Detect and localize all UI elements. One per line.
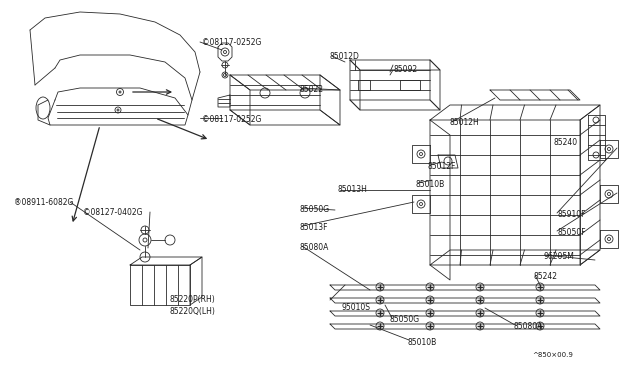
Text: 85012F: 85012F <box>428 162 456 171</box>
Text: 85012H: 85012H <box>450 118 480 127</box>
Text: 85220Q(LH): 85220Q(LH) <box>170 307 216 316</box>
Text: 85242: 85242 <box>533 272 557 281</box>
Text: 85080A: 85080A <box>514 322 543 331</box>
Text: 85220P(RH): 85220P(RH) <box>170 295 216 304</box>
Text: 85012D: 85012D <box>330 52 360 61</box>
Text: 85910F: 85910F <box>557 210 586 219</box>
Text: 85050F: 85050F <box>557 228 586 237</box>
Text: 85080A: 85080A <box>300 243 330 252</box>
Text: ©08127-0402G: ©08127-0402G <box>83 208 143 217</box>
Text: 85010B: 85010B <box>407 338 436 347</box>
Text: 85050G: 85050G <box>300 205 330 214</box>
Text: 95010S: 95010S <box>342 303 371 312</box>
Text: 85013H: 85013H <box>338 185 368 194</box>
Text: ^850×00.9: ^850×00.9 <box>532 352 573 358</box>
Text: 85022: 85022 <box>300 85 324 94</box>
Text: ©08117-0252G: ©08117-0252G <box>202 38 261 47</box>
Text: 85092: 85092 <box>393 65 417 74</box>
Text: 85240: 85240 <box>554 138 578 147</box>
Text: 85013F: 85013F <box>300 223 328 232</box>
Text: ©08117-0252G: ©08117-0252G <box>202 115 261 124</box>
Text: 85050G: 85050G <box>390 315 420 324</box>
Text: 85010B: 85010B <box>415 180 444 189</box>
Text: ®08911-6082G: ®08911-6082G <box>14 198 74 207</box>
Text: 96205M: 96205M <box>543 252 574 261</box>
